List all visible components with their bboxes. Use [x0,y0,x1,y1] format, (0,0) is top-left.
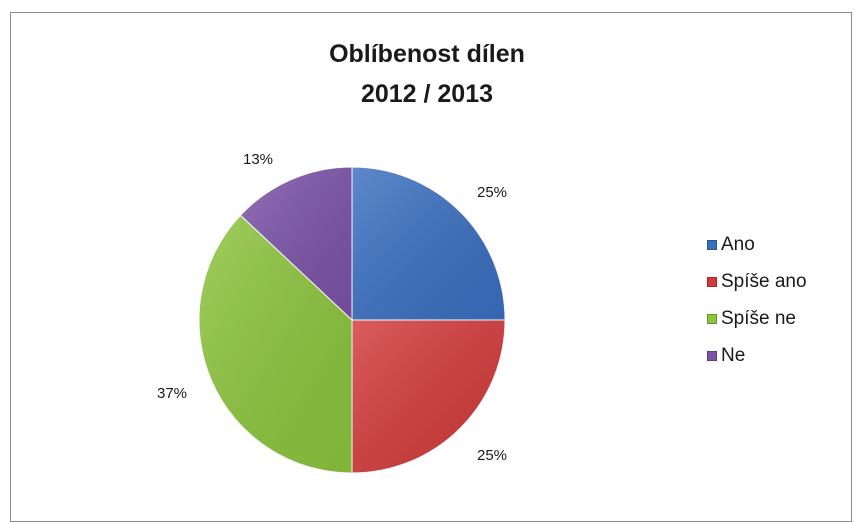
legend-swatch [707,240,717,250]
legend-swatch [707,314,717,324]
legend-swatch [707,351,717,361]
legend-label: Ne [721,345,746,366]
legend-label: Spíše ne [721,308,796,329]
pie-slice-shading-4 [240,167,352,320]
slice-percent-label: 13% [243,151,273,168]
pie-slice-shading-2 [352,320,505,473]
legend-item: Spíše ne [707,308,807,329]
chart-title-line-2: 2012 / 2013 [360,80,494,108]
legend-item: Ne [707,345,807,366]
legend-label: Ano [721,234,755,255]
legend-label: Spíše ano [721,271,807,292]
pie-slice-shading-3 [198,215,352,474]
legend-item: Ano [707,234,807,255]
slice-percent-label: 25% [477,184,507,201]
slice-percent-label: 37% [157,385,187,402]
legend-item: Spíše ano [707,271,807,292]
legend-swatch [707,277,717,287]
slice-percent-label: 25% [477,447,507,464]
chart-title-line-1: Oblíbenost dílen [329,40,525,68]
chart-legend: Ano Spíše ano Spíše ne Ne [707,234,807,383]
pie-slice-shading-1 [352,167,505,320]
